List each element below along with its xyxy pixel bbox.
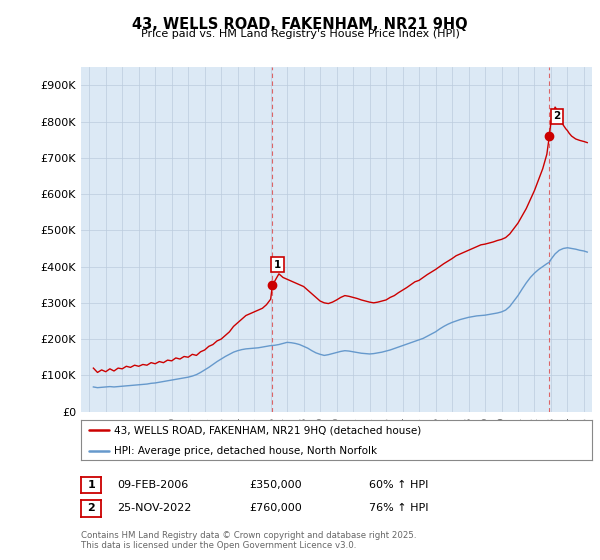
Text: 43, WELLS ROAD, FAKENHAM, NR21 9HQ: 43, WELLS ROAD, FAKENHAM, NR21 9HQ: [132, 17, 468, 32]
Text: 60% ↑ HPI: 60% ↑ HPI: [369, 480, 428, 490]
Text: HPI: Average price, detached house, North Norfolk: HPI: Average price, detached house, Nort…: [114, 446, 377, 456]
Text: £760,000: £760,000: [249, 503, 302, 514]
Text: 2: 2: [88, 503, 95, 514]
Text: 25-NOV-2022: 25-NOV-2022: [117, 503, 191, 514]
Text: £350,000: £350,000: [249, 480, 302, 490]
Text: 76% ↑ HPI: 76% ↑ HPI: [369, 503, 428, 514]
Text: 09-FEB-2006: 09-FEB-2006: [117, 480, 188, 490]
Text: 43, WELLS ROAD, FAKENHAM, NR21 9HQ (detached house): 43, WELLS ROAD, FAKENHAM, NR21 9HQ (deta…: [114, 425, 421, 435]
Text: Price paid vs. HM Land Registry's House Price Index (HPI): Price paid vs. HM Land Registry's House …: [140, 29, 460, 39]
Text: 1: 1: [88, 480, 95, 490]
Text: 1: 1: [274, 260, 281, 270]
Text: 2: 2: [553, 111, 560, 121]
Text: Contains HM Land Registry data © Crown copyright and database right 2025.
This d: Contains HM Land Registry data © Crown c…: [81, 531, 416, 550]
